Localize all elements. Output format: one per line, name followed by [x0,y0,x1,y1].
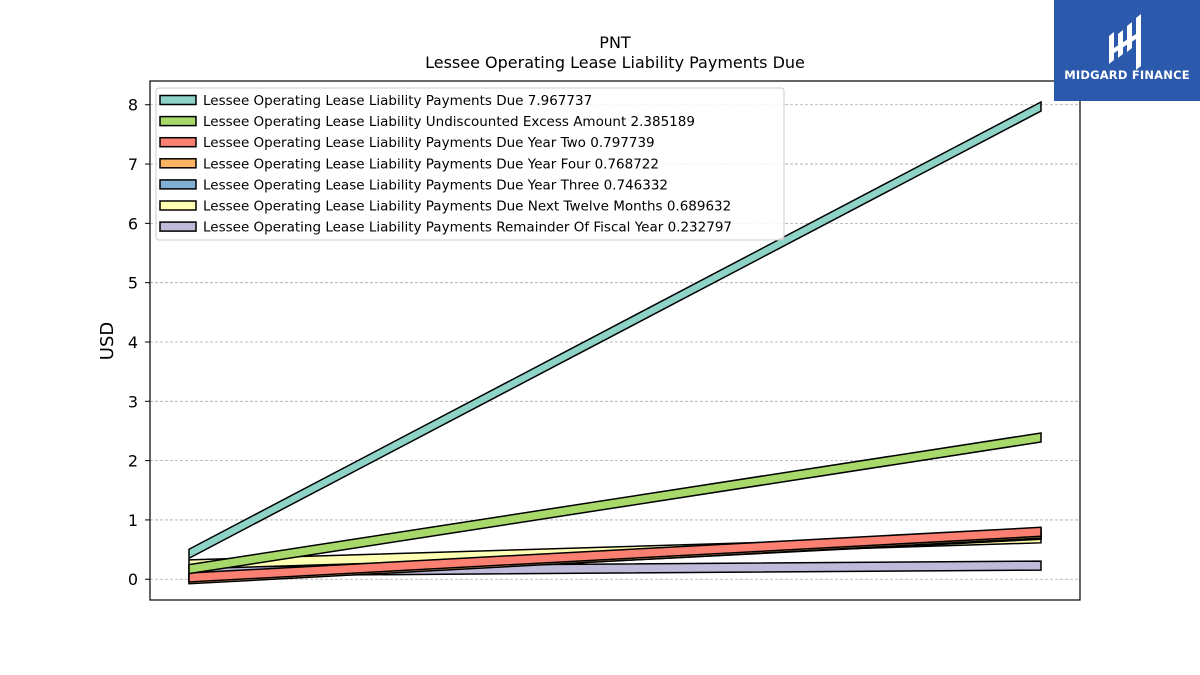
series-lines [188,100,1042,585]
chart-title: PNT [599,33,631,52]
y-tick-label: 3 [128,392,138,411]
y-tick-label: 7 [128,155,138,174]
legend-swatch [159,221,197,232]
y-tick-label: 8 [128,96,138,115]
legend-swatch [159,115,197,127]
y-tick-label: 4 [128,333,138,352]
y-axis-label: USD [97,322,118,360]
y-tick-label: 6 [128,214,138,233]
plot-frame [149,80,1081,601]
legend-swatch [159,136,197,148]
legend-swatch [159,179,197,190]
logo-text: MIDGARD FINANCE [1064,68,1190,82]
y-tick-label: 2 [128,452,138,471]
legend-entry: Lessee Operating Lease Liability Payment… [203,156,659,172]
y-tick-label: 0 [128,570,138,589]
legend: Lessee Operating Lease Liability Payment… [155,87,785,241]
legend-entry: Lessee Operating Lease Liability Undisco… [203,114,695,130]
midgard-logo-icon [1109,14,1141,70]
legend-swatch [159,200,197,211]
y-axis-ticks: 0 1 2 3 4 5 6 7 8 [128,96,150,589]
legend-entry: Lessee Operating Lease Liability Payment… [203,93,592,109]
legend-entry: Lessee Operating Lease Liability Payment… [203,220,732,236]
y-tick-label: 1 [128,511,138,530]
series-line [188,526,1042,583]
legend-entry: Lessee Operating Lease Liability Payment… [203,199,731,215]
legend-entry: Lessee Operating Lease Liability Payment… [203,135,655,151]
legend-swatch [159,158,197,169]
legend-box [155,87,785,241]
legend-entry: Lessee Operating Lease Liability Payment… [203,177,668,193]
y-tick-label: 5 [128,274,138,293]
midgard-finance-logo: MIDGARD FINANCE [1054,0,1200,101]
chart-subtitle: Lessee Operating Lease Liability Payment… [425,53,805,72]
legend-swatch [159,94,197,106]
series-line [188,432,1042,575]
series-line [188,100,1042,560]
